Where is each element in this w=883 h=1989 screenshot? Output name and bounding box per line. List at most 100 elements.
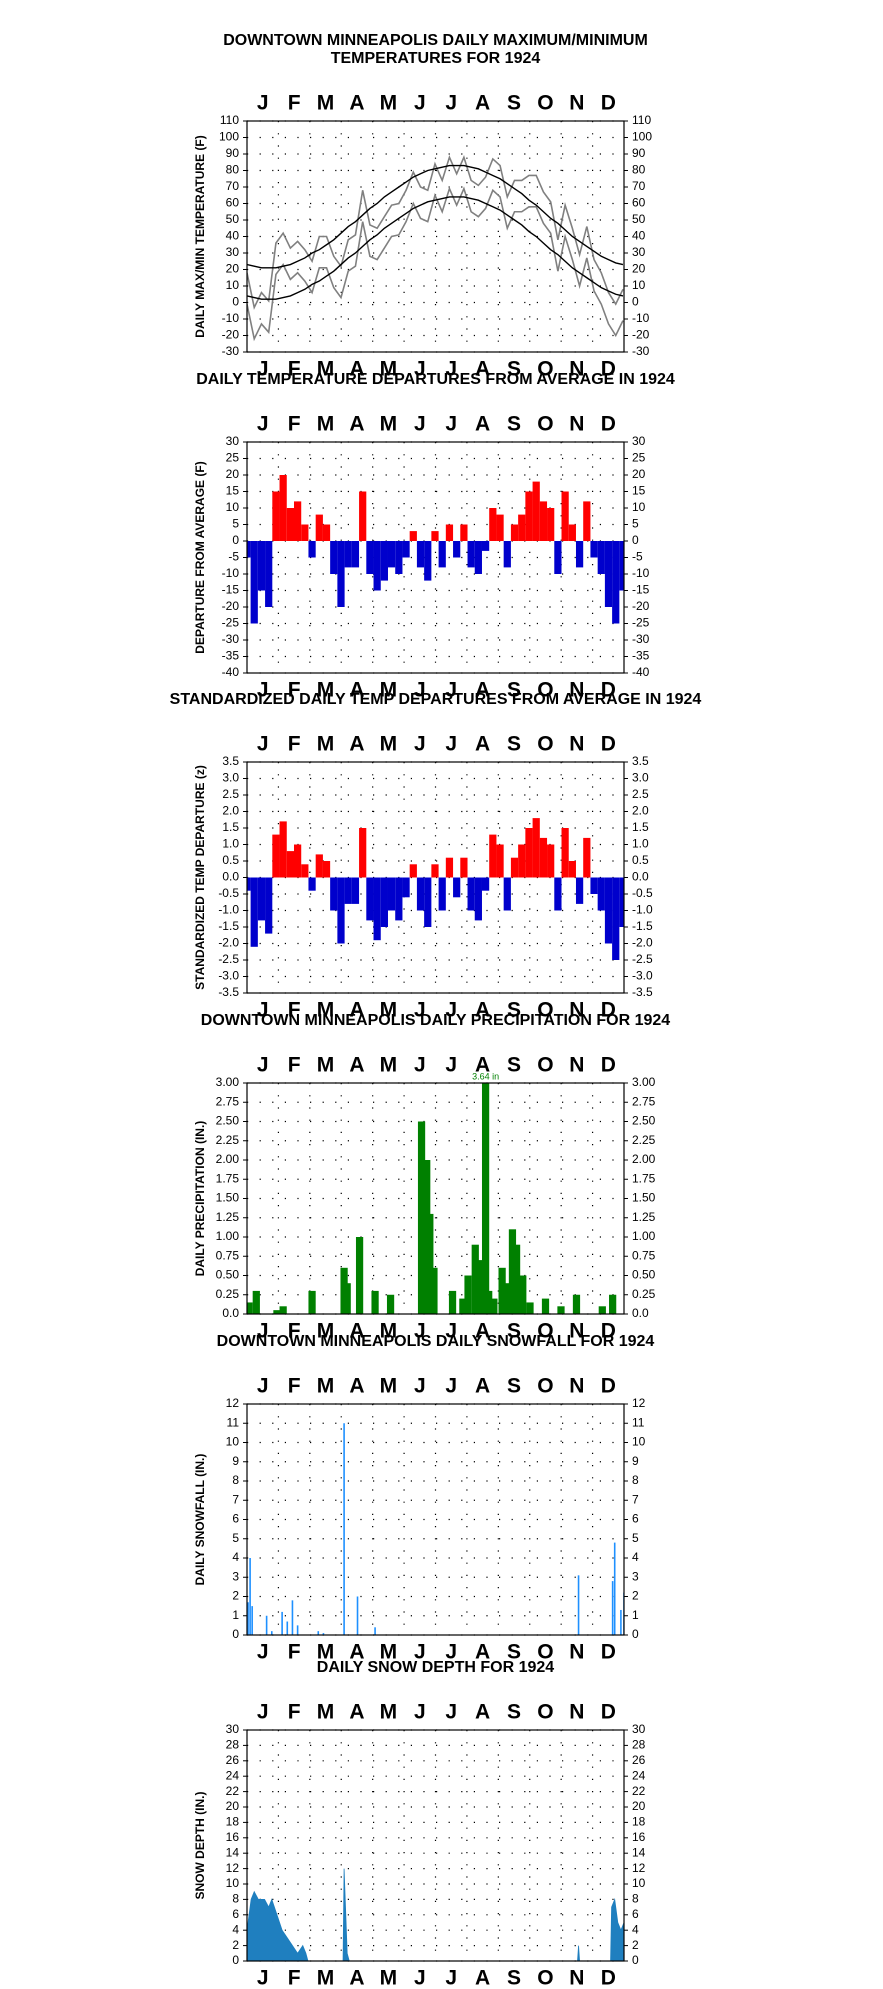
month-label: J <box>414 1641 426 1664</box>
y-tick-label-right: 16 <box>632 1830 646 1844</box>
y-tick-label-right: -30 <box>632 632 650 646</box>
y-tick-label-right: 0.50 <box>632 1268 656 1282</box>
series-line <box>247 186 624 342</box>
y-tick-label-right: 10 <box>632 1876 646 1890</box>
month-label: J <box>445 733 457 756</box>
month-label: M <box>380 1701 398 1724</box>
month-label: A <box>349 679 364 702</box>
y-tick-label-right: 30 <box>632 434 646 448</box>
month-label: J <box>257 999 269 1022</box>
series-line <box>247 196 624 300</box>
y-tick-label-right: 1.50 <box>632 1191 656 1205</box>
month-label: J <box>257 1375 269 1398</box>
bar <box>502 1283 510 1314</box>
bar <box>575 877 584 904</box>
bar <box>286 508 294 541</box>
bar <box>445 857 454 878</box>
bar <box>359 828 367 878</box>
bar <box>265 541 273 607</box>
bar <box>503 877 511 911</box>
month-label: J <box>414 413 426 436</box>
bar <box>554 877 562 911</box>
bar <box>481 541 490 551</box>
y-tick-label: 4 <box>232 1922 239 1936</box>
month-label: N <box>569 733 584 756</box>
bar <box>611 1581 614 1635</box>
month-label: M <box>317 1701 335 1724</box>
month-label: D <box>601 358 616 381</box>
bar <box>575 541 584 568</box>
bar <box>598 1306 606 1314</box>
bar <box>467 877 475 911</box>
bar <box>489 508 497 541</box>
y-tick-label-right: -1.0 <box>632 903 653 917</box>
month-label: F <box>288 1701 301 1724</box>
y-tick-label-right: 1.0 <box>632 837 649 851</box>
y-tick-label-right: -2.0 <box>632 936 653 950</box>
y-tick-label-right: 20 <box>632 262 646 276</box>
y-tick-label-right: 3.0 <box>632 771 649 785</box>
month-label: S <box>507 733 521 756</box>
month-label: S <box>507 1320 521 1343</box>
month-label: A <box>349 1054 364 1077</box>
y-tick-label-right: 28 <box>632 1738 646 1752</box>
y-tick-label-right: 100 <box>632 130 652 144</box>
month-label: F <box>288 1641 301 1664</box>
bar <box>508 1229 517 1314</box>
bar <box>308 541 316 558</box>
chart-title: DOWNTOWN MINNEAPOLIS DAILY PRECIPITATION… <box>201 1012 670 1029</box>
y-tick-label: 8 <box>232 1473 239 1487</box>
y-tick-label-right: 26 <box>632 1753 646 1767</box>
bar <box>467 541 475 568</box>
plot <box>247 155 624 342</box>
bar <box>496 844 504 878</box>
month-label: J <box>414 1054 426 1077</box>
month-label: J <box>257 733 269 756</box>
y-tick-label-right: 4 <box>632 1922 639 1936</box>
y-tick-label: 2.50 <box>216 1114 240 1128</box>
y-tick-label-right: 7 <box>632 1492 639 1506</box>
month-label: O <box>537 679 553 702</box>
month-label: F <box>288 413 301 436</box>
y-tick-label: 28 <box>226 1738 240 1752</box>
month-label: J <box>257 679 269 702</box>
y-tick-label: -5 <box>228 550 239 564</box>
bar <box>315 514 323 541</box>
bar <box>286 851 294 878</box>
month-label: F <box>288 999 301 1022</box>
y-tick-label: -1.0 <box>218 903 239 917</box>
month-label: S <box>507 1641 521 1664</box>
month-label: S <box>507 413 521 436</box>
y-tick-label: 16 <box>226 1830 240 1844</box>
month-label: M <box>380 358 398 381</box>
month-label: S <box>507 679 521 702</box>
y-tick-label: 0.0 <box>222 870 239 884</box>
y-tick-label: 1.75 <box>216 1171 240 1185</box>
chart-title: TEMPERATURES FOR 1924 <box>331 50 541 67</box>
month-label: J <box>445 358 457 381</box>
y-tick-label: 5 <box>232 1531 239 1545</box>
bar <box>474 877 482 921</box>
month-label: M <box>317 679 335 702</box>
bar <box>590 541 598 558</box>
bar <box>322 861 331 878</box>
y-tick-label: 3.00 <box>216 1075 240 1089</box>
series-line <box>247 164 624 269</box>
area <box>247 1868 624 1961</box>
month-label: J <box>414 1701 426 1724</box>
month-label: J <box>414 679 426 702</box>
y-tick-label-right: 15 <box>632 484 646 498</box>
y-tick-label: 0.50 <box>216 1268 240 1282</box>
chart-title: STANDARDIZED DAILY TEMP DEPARTURES FROM … <box>170 691 702 708</box>
month-label: F <box>288 679 301 702</box>
month-label: J <box>445 1375 457 1398</box>
bar <box>583 837 591 878</box>
y-tick-label-right: 2.5 <box>632 787 649 801</box>
bar <box>557 1306 565 1314</box>
bar <box>496 514 504 541</box>
plot-frame <box>246 1729 625 1962</box>
y-tick-label-right: 0.0 <box>632 1306 649 1320</box>
month-label: M <box>317 92 335 115</box>
month-label: O <box>537 1701 553 1724</box>
bar <box>373 877 381 941</box>
